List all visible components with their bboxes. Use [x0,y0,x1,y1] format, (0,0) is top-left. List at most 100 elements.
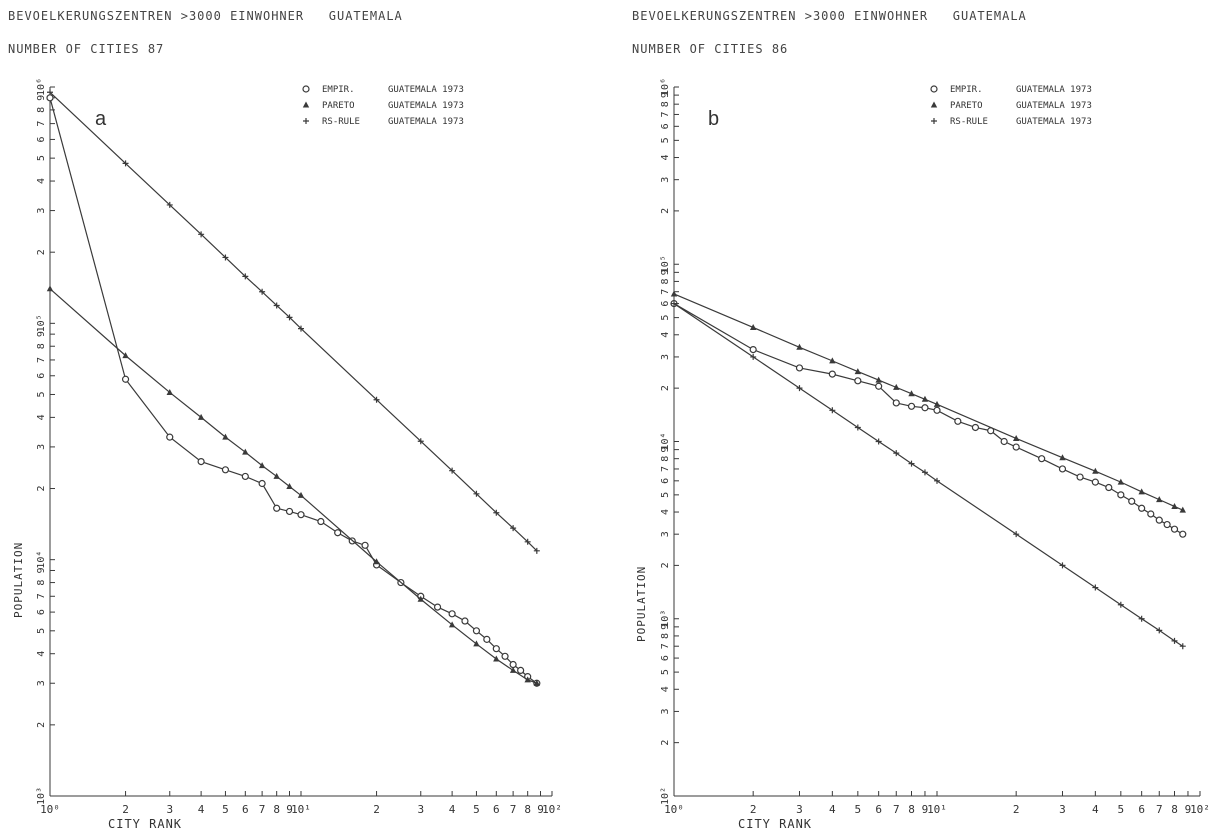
chart-a-series-pareto-point [524,676,531,683]
chart-b-y-tick-label: 9 [660,624,671,630]
chart-b-y-tick-label: 5 [660,492,671,498]
chart-b-series-empir-point [1012,443,1020,451]
chart-a-series-pareto-point [533,679,541,686]
chart-b-series-empir-point [854,377,862,385]
chart-b-legend-marker [931,118,937,124]
chart-b-series-empir-point [921,404,929,412]
chart-a-legend-place: GUATEMALA 1973 [388,117,464,127]
chart-a-legend-marker [303,118,309,124]
chart-a-y-tick-label: 10⁵ [36,314,47,332]
chart-a-y-tick-label: 7 [36,357,47,363]
chart-a-series-rs-rule-point [198,231,205,238]
chart-a-series-empir-point [501,652,509,660]
chart-b-series-rs-rule-point [1138,615,1145,622]
chart-a-series-empir-point [448,610,456,618]
chart-a-series-empir-point [334,529,342,537]
chart-b-y-tick-label: 9 [660,92,671,98]
chart-a-y-tick-label: 3 [36,208,47,214]
chart-b-series-rs-rule-point [893,450,900,457]
chart-b-series-empir-point [971,423,980,432]
chart-b-legend-marker [930,101,938,108]
chart-b-series-pareto-point [749,323,757,330]
chart-b-series-empir-point [1163,520,1171,529]
chart-a-series-empir-point [241,472,249,481]
chart-b-series-empir-point [1179,530,1187,538]
chart-a-x-tick-label: 3 [417,803,424,816]
chart-a-x-tick-label: 10¹ [291,803,311,816]
chart-b-x-tick-label: 7 [893,803,900,816]
chart-b-series-empir-point [1155,516,1163,524]
chart-a-y-tick-label: 7 [36,121,47,127]
chart-b-y-tick-label: 4 [660,155,671,161]
chart-b-y-tick-label: 7 [660,289,671,295]
chart-b-series-pareto-point [875,376,882,383]
chart-b-y-tick-label: 7 [660,643,671,649]
chart-a-series-empir-point [197,457,205,466]
chart-b-y-tick-label: 2 [660,385,671,391]
chart-a-y-tick-label: 2 [36,249,47,255]
chart-a-y-tick-label: 7 [36,593,47,599]
chart-a-series-rs-rule-point [122,160,129,167]
chart-b-y-tick-label: 4 [660,686,671,692]
chart-a-series-rs-rule-line [49,91,538,552]
chart-b-x-tick-label: 10² [1190,803,1210,816]
chart-b-series-empir-point [875,382,883,390]
chart-b-y-tick-label: 4 [660,332,671,338]
chart-b-series-rs-rule-point [1171,637,1178,644]
chart-b-y-tick-label: 5 [660,137,671,143]
chart-a-series-rs-rule-point [298,325,304,332]
chart-a-series-rs-rule-point [373,396,380,403]
chart-a-y-tick-label: 5 [36,391,47,397]
chart-a-series-pareto-point [222,433,229,440]
chart-b-series-pareto-point [829,357,836,364]
chart-a-series-pareto-point [493,655,500,662]
chart-b-y-tick-label: 3 [660,531,671,537]
chart-b-series-rs-rule-point [796,385,803,392]
chart-a-y-tick-label: 9 [36,331,47,337]
chart-a-series-empir-point [483,635,491,643]
chart-b-series-pareto-point [854,368,862,375]
chart-b-x-tick-label: 5 [1118,803,1125,816]
chart-a-x-axis-label: CITY RANK [108,817,182,831]
chart-a-series-pareto-point [273,472,280,479]
chart-a-series-rs-rule-point [259,288,266,295]
chart-a-x-tick-label: 9 [286,803,293,816]
chart-a-series-pareto-point [46,285,54,292]
chart-b-x-axis-label: CITY RANK [738,817,812,831]
chart-b-series-empir-point [1091,478,1099,486]
chart-b-series-empir-point [1058,465,1067,473]
chart-a-x-tick-label: 8 [524,803,531,816]
chart-b-legend-marker [930,85,938,93]
chart-a-series-empir-point [492,645,500,653]
chart-a-series-empir-point [472,627,481,635]
chart-a-series-empir-point [461,617,469,625]
chart-b-y-tick-label: 2 [660,562,671,568]
chart-a-x-tick-label: 6 [242,803,249,816]
chart-b-series-empir-point [907,402,916,410]
chart-b-series-rs-rule-point [908,460,915,467]
chart-b-title: BEVOELKERUNGSZENTREN >3000 EINWOHNER GUA… [632,9,1027,23]
chart-b-y-tick-label: 6 [660,478,671,484]
chart-b-y-tick-label: 10⁵ [660,255,671,273]
chart-a-x-tick-label: 3 [166,803,173,816]
chart-a-series-empir-point [46,94,54,102]
chart-a-series-pareto-point [297,491,305,498]
chart-a-panel-label: a [95,108,107,130]
chart-b-series-empir-point [1076,473,1084,481]
chart-a-subtitle: NUMBER OF CITIES 87 [8,42,165,56]
chart-b-x-tick-label: 3 [1059,803,1066,816]
chart-a-series-empir-point [285,507,294,516]
chart-a-series-empir-point [121,375,130,383]
chart-b-series-pareto-point [670,290,678,297]
chart-b-x-tick-label: 5 [855,803,862,816]
chart-a-y-axis-label: POPULATION [12,542,25,618]
chart-b-y-tick-label: 3 [660,177,671,183]
chart-b-y-tick-label: 7 [660,466,671,472]
chart-b-y-tick-label: 10⁶ [660,78,671,96]
chart-a-series-rs-rule-point [533,547,540,554]
chart-a-series-pareto-point [417,595,424,602]
chart-a-y-tick-label: 8 [36,107,47,113]
chart-b-y-tick-label: 5 [660,669,671,675]
chart-b-y-tick-label: 8 [660,633,671,639]
chart-a-series-rs-rule-point [524,538,531,545]
